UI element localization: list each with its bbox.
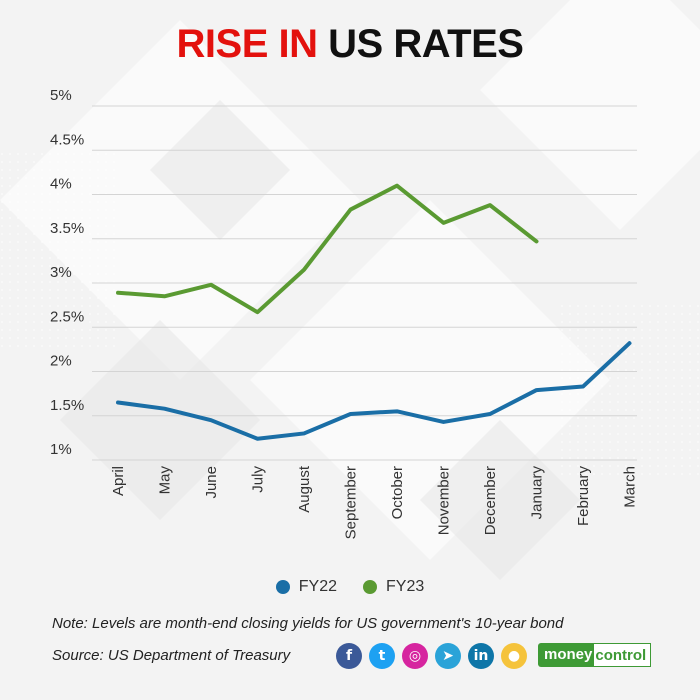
y-tick-label: 5%: [50, 87, 72, 104]
x-tick-label: April: [110, 466, 127, 496]
y-tick-label: 4%: [50, 176, 72, 193]
x-tick-label: January: [529, 466, 546, 520]
moneycontrol-logo[interactable]: money control: [538, 643, 654, 667]
x-tick-label: March: [622, 466, 639, 508]
legend-item-fy22[interactable]: FY22: [275, 578, 337, 596]
legend-dot-fy23: [363, 580, 377, 594]
title-part-1: RISE IN: [176, 22, 318, 66]
koo-icon[interactable]: ●: [501, 643, 527, 669]
y-tick-label: 4.5%: [50, 131, 84, 148]
logo-part-1: money: [538, 643, 595, 667]
y-tick-label: 3.5%: [50, 220, 84, 237]
legend-item-fy23[interactable]: FY23: [363, 578, 424, 596]
page-title: RISE IN US RATES: [0, 24, 700, 64]
y-tick-label: 2.5%: [50, 308, 84, 325]
x-tick-label: May: [157, 466, 174, 495]
x-tick-label: June: [203, 466, 220, 499]
chart-source: Source: US Department of Treasury: [52, 647, 291, 664]
series-line-fy23: [116, 183, 539, 315]
x-tick-label: August: [296, 465, 313, 513]
chart-legend: FY22 FY23: [0, 578, 700, 596]
legend-label-fy22: FY22: [298, 578, 337, 595]
twitter-icon[interactable]: t: [369, 643, 395, 669]
chart-note: Note: Levels are month-end closing yield…: [52, 615, 564, 632]
telegram-icon[interactable]: ➤: [435, 643, 461, 669]
x-tick-label: December: [482, 466, 499, 535]
y-tick-label: 2%: [50, 353, 72, 370]
legend-dot-fy22: [275, 580, 290, 594]
y-tick-label: 1%: [50, 441, 72, 458]
x-tick-label: October: [389, 466, 406, 519]
series-line-fy22: [116, 341, 632, 441]
title-part-2: US RATES: [328, 22, 524, 66]
y-tick-label: 1.5%: [50, 397, 84, 414]
legend-label-fy23: FY23: [386, 578, 425, 595]
linkedin-icon[interactable]: in: [468, 643, 494, 669]
logo-part-2: control: [594, 643, 652, 667]
y-tick-label: 3%: [50, 264, 72, 281]
x-tick-label: September: [343, 466, 360, 539]
x-tick-label: July: [250, 466, 267, 493]
x-tick-label: February: [575, 466, 592, 527]
instagram-icon[interactable]: ◎: [402, 643, 428, 669]
social-icons: f t ◎ ➤ in ●: [336, 643, 527, 669]
x-tick-label: November: [436, 466, 453, 535]
facebook-icon[interactable]: f: [336, 643, 362, 669]
